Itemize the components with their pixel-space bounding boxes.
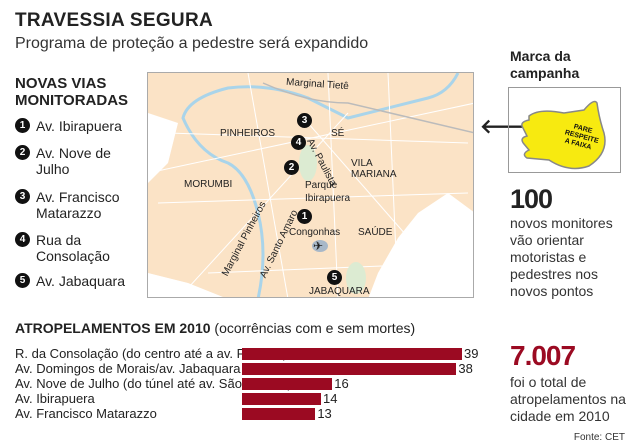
label-congonhas: Congonhas — [289, 227, 341, 238]
list-item: 3 Av. Francisco Matarazzo — [15, 189, 120, 221]
bar-value: 13 — [317, 406, 332, 421]
text-line: foi o total de — [510, 374, 587, 390]
bar — [242, 393, 321, 405]
label-pinheiros: PINHEIROS — [220, 128, 276, 139]
text-line: novos pontos — [510, 283, 594, 299]
campaign-title-line: campanha — [510, 65, 580, 81]
airplane-icon: ✈ — [313, 239, 324, 253]
number-badge: 1 — [15, 118, 30, 133]
airport-area — [312, 240, 328, 252]
rail-line — [262, 82, 473, 134]
list-item: 2 Av. Nove de Julho — [15, 145, 111, 177]
list-item: 5 Av. Jabaquara — [15, 273, 125, 289]
roads — [148, 73, 473, 297]
monitors-count: 100 — [510, 184, 553, 214]
bar-label: Av. Domingos de Morais/av. Jabaquara — [15, 361, 241, 376]
campaign-title-line: Marca da — [510, 48, 571, 64]
source-note: Fonte: CET — [573, 432, 625, 443]
park — [299, 145, 317, 181]
number-badge: 3 — [15, 189, 30, 204]
hand-icon: PARE RESPEITE A FAIXA — [521, 100, 606, 170]
text-line: novos monitores — [510, 215, 613, 231]
number-badge: 4 — [15, 232, 30, 247]
list-title-line: MONITORADAS — [15, 92, 129, 109]
label-vila-mariana: VILA MARIANA — [351, 158, 397, 180]
label-morumbi: MORUMBI — [184, 179, 233, 190]
label-line: Parque — [305, 180, 338, 191]
text-line: atropelamentos na — [510, 391, 626, 407]
item-label: Rua da — [36, 232, 82, 248]
urban-area — [148, 73, 473, 297]
item-label: Consolação — [36, 248, 110, 264]
item-label: Av. Ibirapuera — [36, 118, 122, 134]
bar — [242, 363, 457, 375]
item-label: Julho — [36, 161, 70, 177]
number-badge: 5 — [15, 273, 30, 288]
bar-label: Av. Nove de Julho (do túnel até av. São … — [15, 376, 292, 391]
bar — [242, 378, 333, 390]
chart-subtitle: (ocorrências com e sem mortes) — [214, 320, 416, 336]
text-line: cidade em 2010 — [510, 408, 610, 424]
label-se: SÉ — [331, 128, 345, 139]
list-title-line: NOVAS VIAS — [15, 75, 107, 92]
river — [181, 73, 460, 297]
page-subtitle: Programa de proteção a pedestre será exp… — [15, 35, 369, 52]
chart-header: ATROPELAMENTOS EM 2010 (ocorrências com … — [15, 320, 415, 336]
item-label: Av. Francisco — [36, 189, 120, 205]
hand-text: PARE — [573, 123, 593, 135]
map-marker-1: 1 — [297, 209, 312, 224]
number-badge: 2 — [15, 145, 30, 160]
bar-value: 14 — [322, 391, 338, 406]
map-marker-3: 3 — [297, 113, 312, 128]
text-line: vão orientar — [510, 232, 584, 248]
bar — [242, 408, 316, 420]
label-saude: SAÚDE — [358, 227, 393, 238]
item-label: Av. Jabaquara — [36, 273, 125, 289]
item-label: Av. Nove de — [36, 145, 111, 161]
bar-value: 38 — [458, 361, 473, 376]
chart-title: ATROPELAMENTOS EM 2010 — [15, 320, 211, 336]
map-marker-2: 2 — [284, 160, 299, 175]
bar-label: Av. Ibirapuera — [15, 391, 95, 406]
bar-label: R. da Consolação (do centro até a av. Pa… — [15, 346, 288, 361]
map-marker-5: 5 — [327, 270, 342, 285]
list-item: 1 Av. Ibirapuera — [15, 118, 122, 134]
total-text: foi o total de atropelamentos na cidade em… — [510, 374, 626, 425]
campaign-logo: PARE RESPEITE A FAIXA — [508, 87, 621, 173]
list-title: NOVAS VIAS MONITORADAS — [15, 75, 128, 109]
item-label: Matarazzo — [36, 205, 102, 221]
campaign-title: Marca da campanha — [510, 48, 579, 82]
label-line: MARIANA — [351, 169, 397, 180]
bar-value: 39 — [464, 346, 479, 361]
label-parque-ibirapuera: Parque Ibirapuera — [305, 179, 350, 205]
bar — [242, 348, 462, 360]
bar-label: Av. Francisco Matarazzo — [15, 406, 157, 421]
park — [346, 262, 366, 294]
map: Marginal Tietê PINHEIROS SÉ Av. Paulista… — [147, 72, 474, 298]
page-title: TRAVESSIA SEGURA — [15, 10, 213, 31]
label-line: Ibirapuera — [305, 193, 351, 204]
map-background — [148, 73, 473, 297]
total-value: 7.007 — [510, 340, 576, 371]
label-jabaquara: JABAQUARA — [309, 286, 370, 297]
label-line: VILA — [351, 158, 373, 169]
text-line: pedestres nos — [510, 266, 598, 282]
map-marker-4: 4 — [291, 135, 306, 150]
text-line: motoristas e — [510, 249, 587, 265]
arrow-left-icon: 🡐 — [480, 116, 534, 138]
bar-value: 16 — [334, 376, 349, 391]
list-item: 4 Rua da Consolação — [15, 232, 110, 264]
